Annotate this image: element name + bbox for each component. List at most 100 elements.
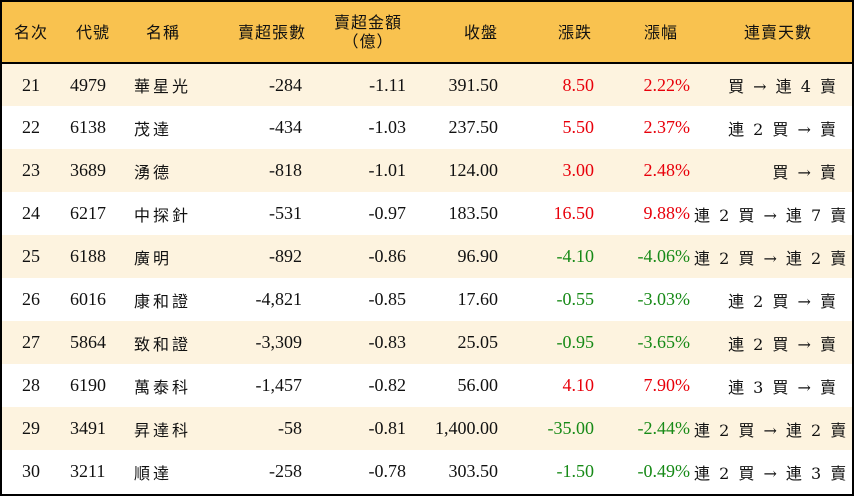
cell-change: 4.10 (562, 375, 595, 395)
table-header: 名次 代號 名稱 賣超張數 賣超金額 （億） 收盤 漲跌 漲幅 連賣天數 (2, 2, 852, 63)
table-row: 27 5864 致和證 -3,309 -0.83 25.05 -0.95 -3.… (2, 321, 852, 364)
table-row: 26 6016 康和證 -4,821 -0.85 17.60 -0.55 -3.… (2, 278, 852, 321)
cell-change: 3.00 (562, 160, 595, 180)
header-code: 代號 (76, 22, 111, 42)
cell-change: -4.10 (556, 246, 595, 266)
cell-rank: 30 (22, 461, 40, 481)
cell-code: 6188 (70, 246, 106, 266)
header-net-sell-shares: 賣超張數 (237, 22, 306, 42)
table-row: 30 3211 順達 -258 -0.78 303.50 -1.50 -0.49… (2, 450, 852, 493)
cell-change: -0.55 (556, 289, 595, 309)
cell-streak: 連 2 買 → 連 2 賣 (694, 420, 849, 440)
cell-close: 96.90 (457, 246, 499, 266)
cell-close: 1,400.00 (435, 418, 498, 438)
header-streak: 連賣天數 (743, 22, 812, 42)
cell-code: 6138 (70, 117, 106, 137)
cell-change-pct: -3.03% (637, 289, 691, 309)
cell-close: 124.00 (448, 160, 499, 180)
header-net-sell-amount-line1: 賣超金額 (333, 13, 402, 32)
header-net-sell-amount-line2: （億） (342, 32, 394, 51)
cell-net-sell-amount: -1.03 (368, 117, 407, 137)
cell-net-sell-shares: -1,457 (255, 375, 303, 395)
cell-name: 中探針 (134, 205, 192, 225)
table-row: 24 6217 中探針 -531 -0.97 183.50 16.50 9.88… (2, 192, 852, 235)
cell-streak: 連 2 買 → 賣 (728, 119, 838, 139)
table-row: 25 6188 廣明 -892 -0.86 96.90 -4.10 -4.06%… (2, 235, 852, 278)
cell-net-sell-amount: -0.78 (368, 461, 407, 481)
cell-rank: 25 (22, 246, 40, 266)
table-row: 22 6138 茂達 -434 -1.03 237.50 5.50 2.37% … (2, 106, 852, 149)
cell-net-sell-shares: -434 (269, 117, 302, 137)
cell-code: 5864 (70, 332, 106, 352)
cell-net-sell-shares: -284 (269, 74, 302, 95)
header-change: 漲跌 (557, 22, 592, 42)
header-change-pct: 漲幅 (643, 22, 678, 42)
cell-name: 昇達科 (134, 420, 192, 440)
cell-change-pct: 9.88% (643, 203, 691, 223)
cell-change-pct: 2.22% (643, 74, 691, 95)
cell-net-sell-shares: -531 (269, 203, 302, 223)
cell-streak: 連 2 買 → 賣 (728, 291, 838, 311)
cell-net-sell-amount: -0.85 (368, 289, 407, 309)
cell-streak: 連 2 買 → 連 3 賣 (694, 463, 849, 483)
header-net-sell-amount: 賣超金額 （億） (316, 2, 420, 63)
cell-net-sell-shares: -58 (278, 418, 302, 438)
table-row: 28 6190 萬泰科 -1,457 -0.82 56.00 4.10 7.90… (2, 364, 852, 407)
table-body: 21 4979 華星光 -284 -1.11 391.50 8.50 2.22%… (2, 63, 852, 493)
header-row: 名次 代號 名稱 賣超張數 賣超金額 （億） 收盤 漲跌 漲幅 連賣天數 (2, 2, 852, 63)
cell-net-sell-shares: -4,821 (255, 289, 303, 309)
cell-change-pct: 2.37% (643, 117, 691, 137)
cell-close: 56.00 (457, 375, 499, 395)
cell-net-sell-amount: -0.86 (368, 246, 407, 266)
cell-rank: 29 (22, 418, 40, 438)
cell-change-pct: -3.65% (637, 332, 691, 352)
cell-rank: 26 (22, 289, 40, 309)
cell-close: 183.50 (448, 203, 499, 223)
cell-close: 391.50 (448, 74, 499, 95)
cell-streak: 買 → 連 4 賣 (728, 77, 838, 96)
cell-close: 237.50 (448, 117, 499, 137)
cell-code: 3491 (70, 418, 106, 438)
cell-net-sell-shares: -892 (269, 246, 302, 266)
header-name: 名稱 (146, 22, 181, 42)
cell-net-sell-amount: -0.81 (368, 418, 407, 438)
cell-change: -35.00 (547, 418, 595, 438)
cell-net-sell-amount: -0.83 (368, 332, 407, 352)
cell-rank: 21 (22, 74, 40, 95)
table-row: 29 3491 昇達科 -58 -0.81 1,400.00 -35.00 -2… (2, 407, 852, 450)
cell-name: 萬泰科 (134, 377, 192, 397)
cell-name: 華星光 (134, 77, 192, 96)
cell-name: 茂達 (134, 119, 173, 139)
cell-name: 廣明 (134, 248, 173, 268)
table-row: 21 4979 華星光 -284 -1.11 391.50 8.50 2.22%… (2, 63, 852, 106)
cell-streak: 連 2 買 → 連 2 賣 (694, 248, 849, 268)
cell-streak: 連 2 買 → 賣 (728, 334, 838, 354)
cell-streak: 連 3 買 → 賣 (728, 377, 838, 397)
cell-net-sell-amount: -0.82 (368, 375, 407, 395)
cell-streak: 買 → 賣 (772, 162, 838, 182)
cell-net-sell-shares: -258 (269, 461, 302, 481)
cell-net-sell-shares: -818 (269, 160, 302, 180)
cell-close: 17.60 (457, 289, 499, 309)
cell-rank: 23 (22, 160, 40, 180)
cell-name: 湧德 (134, 162, 173, 182)
cell-code: 4979 (70, 74, 106, 95)
cell-net-sell-shares: -3,309 (255, 332, 303, 352)
cell-name: 致和證 (134, 334, 192, 354)
table-row: 23 3689 湧德 -818 -1.01 124.00 3.00 2.48% … (2, 149, 852, 192)
cell-close: 303.50 (448, 461, 499, 481)
cell-rank: 24 (22, 203, 40, 223)
cell-change: 8.50 (562, 74, 595, 95)
cell-streak: 連 2 買 → 連 7 賣 (694, 205, 849, 225)
cell-net-sell-amount: -0.97 (368, 203, 407, 223)
cell-name: 康和證 (134, 291, 192, 311)
cell-change-pct: -4.06% (637, 246, 691, 266)
cell-change-pct: -0.49% (637, 461, 691, 481)
cell-change: 16.50 (553, 203, 595, 223)
cell-change: -1.50 (556, 461, 595, 481)
cell-code: 6217 (70, 203, 106, 223)
cell-change: 5.50 (562, 117, 595, 137)
cell-net-sell-amount: -1.11 (369, 74, 406, 95)
